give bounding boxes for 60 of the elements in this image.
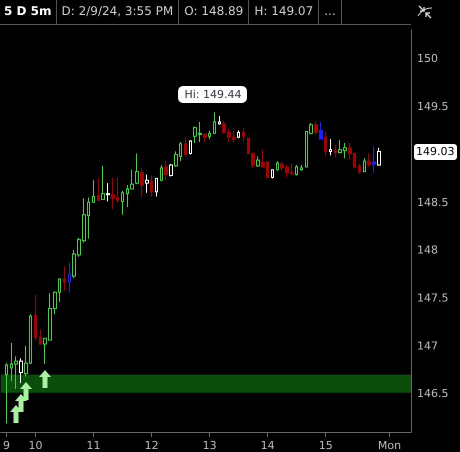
candlestick — [367, 152, 371, 168]
candlestick — [203, 132, 207, 142]
annotation: Hi: 149.44 — [178, 86, 248, 104]
x-tick-label: 9 — [3, 439, 10, 452]
candlestick — [319, 121, 323, 140]
candlestick — [377, 147, 381, 166]
y-tick-label: 146.5 — [417, 387, 448, 400]
y-tick-label: 148.5 — [417, 196, 448, 209]
y-tick-label: 148 — [417, 244, 438, 257]
candlestick — [135, 152, 139, 185]
candlestick — [295, 164, 298, 176]
candlestick — [92, 180, 95, 203]
x-tick-label: Mon — [378, 439, 402, 452]
candlestick — [358, 164, 361, 174]
candlestick — [34, 294, 37, 341]
y-tick-label: 147.5 — [417, 292, 448, 304]
candlestick — [39, 329, 42, 344]
text: D: 2/9/24, 3:55 PM — [56, 0, 180, 24]
x-tick-label: 15 — [318, 439, 333, 452]
candlestick — [97, 178, 100, 201]
candlestick — [189, 140, 192, 155]
y-tick-label: 147 — [417, 339, 438, 352]
candlestick — [271, 169, 274, 179]
candlestick — [372, 146, 376, 174]
y-tick-label: 149.5 — [417, 100, 448, 114]
candlestick — [363, 158, 366, 172]
candlestick — [121, 190, 124, 216]
candlestick — [276, 160, 279, 172]
x-tick-label: 11 — [86, 439, 101, 452]
text: ... — [319, 0, 342, 24]
x-tick-label: 10 — [28, 439, 43, 452]
candlestick — [150, 174, 153, 198]
candlestick — [145, 174, 149, 194]
candlestick — [314, 121, 318, 135]
candlestick — [300, 164, 303, 172]
candlestick — [140, 167, 144, 198]
candlestick — [334, 144, 337, 158]
x-tick-label: 13 — [202, 439, 217, 452]
candlestick — [160, 164, 163, 182]
candlestick — [237, 130, 240, 139]
text: O: 148.89 — [179, 0, 250, 24]
candlestick — [164, 160, 168, 181]
text: H: 149.07 — [249, 0, 320, 24]
text: 149.03 — [414, 144, 456, 160]
candlestick — [324, 130, 327, 156]
y-tick-label: 150 — [417, 52, 438, 66]
candlestick — [111, 176, 115, 210]
candlestick — [213, 112, 216, 134]
chart-title: 5 D 5m — [0, 0, 57, 24]
candlestick — [242, 127, 245, 142]
candlestick — [329, 138, 332, 156]
x-tick-label: 12 — [144, 439, 159, 452]
candlestick — [218, 116, 221, 126]
candlestick — [5, 362, 8, 424]
candlestick — [63, 266, 66, 291]
candlestick — [256, 156, 260, 168]
candlestick — [208, 130, 211, 140]
candlestick — [155, 178, 158, 198]
x-tick-label: 14 — [260, 439, 275, 452]
candlestick — [184, 136, 187, 155]
